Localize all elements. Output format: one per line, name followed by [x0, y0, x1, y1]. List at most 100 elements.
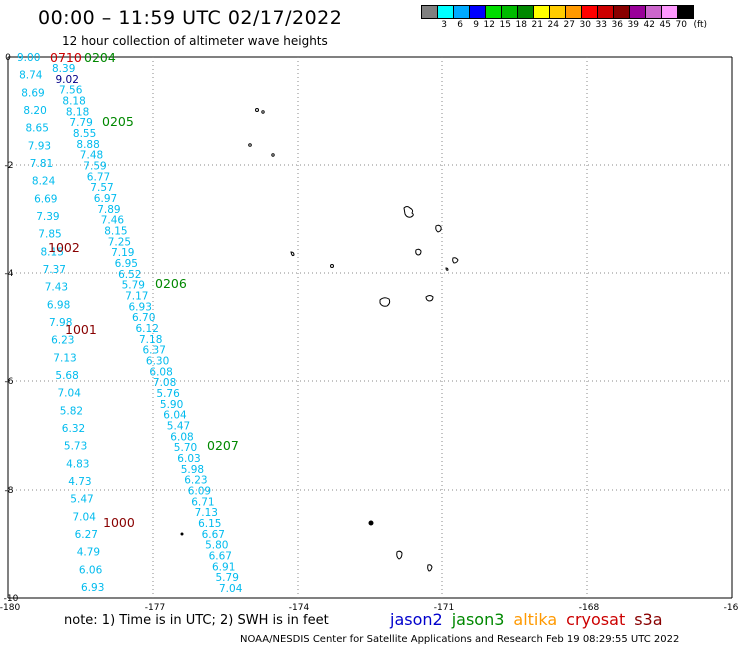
- swh-value-label: 7.18: [139, 334, 162, 346]
- swh-value-label: 5.76: [156, 388, 180, 400]
- swh-value-label: 6.30: [146, 356, 169, 368]
- legend-swatch: [645, 5, 662, 19]
- sat-cryosat: cryosat: [566, 610, 626, 629]
- swh-value-label: 5.98: [181, 464, 204, 476]
- legend-tick: 27: [563, 20, 575, 30]
- color-legend: 3 6 9 12 15 18 21 24 27 30 33 36 39 42 4…: [421, 5, 707, 30]
- lat-label: -6: [5, 377, 14, 387]
- lon-label: -168: [579, 603, 600, 613]
- swh-value-label: 6.03: [177, 453, 200, 465]
- swh-value-label: 6.15: [198, 518, 221, 530]
- legend-tick: 18: [515, 20, 527, 30]
- swh-value-label: 7.13: [53, 352, 76, 364]
- legend-tick: 36: [611, 20, 623, 30]
- legend-swatch: [437, 5, 454, 19]
- legend-swatch: [517, 5, 534, 19]
- legend-tick: 42: [643, 20, 655, 30]
- lon-label: -16: [724, 603, 739, 613]
- swh-value-label: 6.71: [191, 496, 214, 508]
- swh-value-label: 7.98: [49, 317, 72, 329]
- swh-value-label: 6.09: [188, 486, 211, 498]
- swh-value-label: 8.55: [73, 128, 96, 140]
- swh-value-label: 5.47: [167, 421, 190, 433]
- legend-tick: 39: [627, 20, 639, 30]
- legend-swatch: [421, 5, 438, 19]
- track-label-1001: 1001: [65, 322, 97, 337]
- swh-value-label: 6.23: [51, 335, 74, 347]
- swh-value-label: 9.00: [17, 52, 40, 64]
- swh-value-label: 4.73: [68, 476, 91, 488]
- swh-value-label: 7.37: [43, 264, 66, 276]
- legend-ticks: 3 6 9 12 15 18 21 24 27 30 33 36 39 42 4…: [421, 20, 707, 30]
- satellite-key: jason2 jason3 altika cryosat s3a: [390, 610, 672, 629]
- track-label-1002: 1002: [48, 240, 80, 255]
- lon-label: -171: [434, 603, 454, 613]
- track-label-0207: 0207: [207, 438, 239, 453]
- swh-value-label: 5.70: [174, 442, 197, 454]
- swh-value-label: 8.39: [52, 63, 75, 75]
- swh-value-label: 6.52: [118, 269, 141, 281]
- swh-value-label: 7.17: [125, 291, 148, 303]
- swh-value-label: 7.13: [195, 507, 218, 519]
- swh-value-label: 6.12: [136, 323, 159, 335]
- swh-value-label: 6.93: [81, 582, 104, 594]
- swh-value-label: 6.70: [132, 312, 155, 324]
- swh-value-label: 7.48: [80, 150, 103, 162]
- swh-value-label: 6.32: [62, 423, 85, 435]
- swh-value-label: 5.82: [60, 405, 83, 417]
- legend-tick: 45: [659, 20, 671, 30]
- swh-value-label: 8.24: [32, 176, 56, 188]
- swh-value-label: 4.79: [77, 547, 100, 559]
- swh-value-label: 6.37: [143, 345, 166, 357]
- legend-swatch: [613, 5, 630, 19]
- lon-axis-labels: -180 -177 -174 -171 -168 -16: [0, 603, 739, 613]
- swh-value-label: 6.77: [87, 171, 110, 183]
- legend-tick: 21: [531, 20, 543, 30]
- left-track-values: 9.00 8.74 8.69 8.20 8.65 7.93 7.81 8.24 6.69 7.39…: [17, 52, 104, 594]
- legend-swatch: [581, 5, 598, 19]
- swh-value-label: 5.47: [70, 494, 93, 506]
- legend-tick: 3: [441, 20, 447, 30]
- swh-value-label: 8.18: [62, 96, 85, 108]
- swh-value-label: 6.69: [34, 193, 57, 205]
- lat-label: -4: [5, 269, 14, 279]
- legend-swatch: [485, 5, 502, 19]
- island-outlines: [180, 108, 459, 572]
- swh-value-label: 5.79: [122, 280, 145, 292]
- swh-value-label: 7.56: [59, 85, 83, 97]
- legend-swatch: [565, 5, 582, 19]
- swh-value-label: 7.19: [111, 247, 134, 259]
- swh-value-label: 5.90: [160, 399, 183, 411]
- swh-value-label: 5.68: [55, 370, 78, 382]
- legend-swatch: [549, 5, 566, 19]
- swh-value-label: 7.57: [90, 182, 113, 194]
- mid-track-values: 8.399.027.568.188.187.798.558.887.487.59…: [52, 63, 243, 595]
- swh-value-label: 6.08: [170, 431, 193, 443]
- legend-tick: 30: [579, 20, 591, 30]
- track-label-0710: 0710: [50, 50, 82, 65]
- track-label-0204: 0204: [84, 50, 116, 65]
- lon-label: -180: [0, 603, 20, 613]
- swh-value-label: 5.73: [64, 441, 87, 453]
- swh-value-label: 7.25: [108, 236, 131, 248]
- swh-value-label: 8.18: [66, 106, 89, 118]
- map-title: 00:00 – 11:59 UTC 02/17/2022: [38, 7, 343, 29]
- swh-value-label: 8.15: [41, 246, 64, 258]
- swh-value-label: 6.67: [202, 529, 225, 541]
- sat-altika: altika: [513, 610, 558, 629]
- lon-label: -177: [145, 603, 165, 613]
- swh-value-label: 8.74: [19, 70, 43, 82]
- map-frame: [7, 56, 733, 599]
- legend-swatch: [629, 5, 646, 19]
- swh-value-label: 7.89: [97, 204, 120, 216]
- lon-label: -174: [289, 603, 310, 613]
- legend-swatch: [661, 5, 678, 19]
- swh-value-label: 7.08: [153, 377, 176, 389]
- track-label-1000: 1000: [103, 515, 135, 530]
- swh-value-label: 7.43: [45, 282, 68, 294]
- track-time-labels: 0710 0204 0205 1002 0206 1001 0207 1000: [48, 50, 239, 530]
- legend-tick: 24: [547, 20, 559, 30]
- legend-tick: 6: [457, 20, 463, 30]
- swh-value-label: 6.08: [149, 366, 172, 378]
- swh-value-label: 7.59: [83, 161, 106, 173]
